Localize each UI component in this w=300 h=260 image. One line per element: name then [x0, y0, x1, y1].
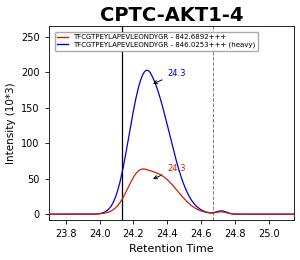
Legend: TFCGTPEYLAPEVLEONDYGR - 842.6892+++, TFCGTPEYLAPEVLEONDYGR - 846.0253+++ (heavy): TFCGTPEYLAPEVLEONDYGR - 842.6892+++, TFC… [55, 31, 259, 51]
X-axis label: Retention Time: Retention Time [129, 244, 214, 255]
Text: 24.3: 24.3 [154, 164, 186, 179]
Title: CPTC-AKT1-4: CPTC-AKT1-4 [100, 5, 243, 24]
Text: 24.3: 24.3 [154, 69, 186, 84]
Y-axis label: Intensity (10*3): Intensity (10*3) [6, 82, 16, 164]
